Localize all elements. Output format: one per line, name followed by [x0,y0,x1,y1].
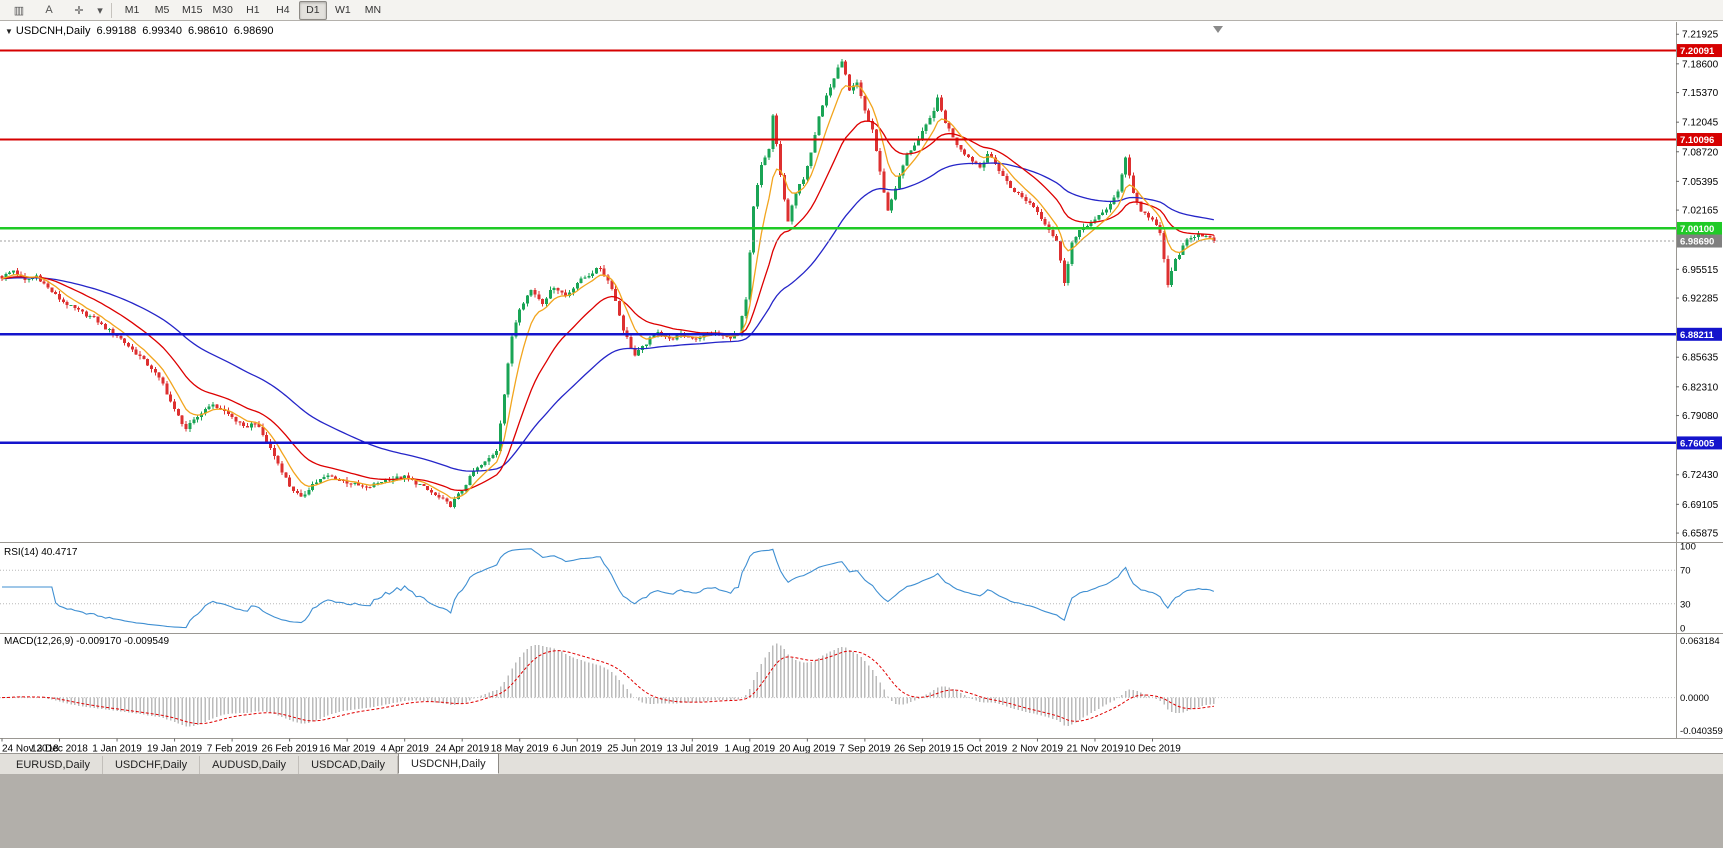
price-tick-label: 7.15370 [1682,88,1719,99]
date-tick-label: 26 Feb 2019 [262,744,319,754]
svg-text:6.88211: 6.88211 [1680,330,1715,341]
symbol-name: USDCNH,Daily [15,25,91,37]
toolbar-separator [111,2,112,18]
macd-indicator-label: MACD(12,26,9) -0.009170 -0.009549 [4,636,170,647]
price-tick-label: 6.92285 [1682,294,1719,305]
price-tick-label: 6.82310 [1682,382,1719,393]
close-value: 6.98690 [233,25,274,37]
price-tick-label: 6.65875 [1682,529,1719,540]
price-tick-label: 7.05395 [1682,177,1719,188]
ma-medium-line [1,120,1214,492]
timeframe-m1-button[interactable]: M1 [124,4,140,16]
current-price-badge: 6.98690 [1677,234,1722,248]
timeframe-h1-button[interactable]: H1 [246,4,260,16]
chart-region[interactable]: 100 70 30 0 0.063184 0.0000 -0.040359 7.21925 7.… [0,22,1723,753]
price-tick-label: 6.95515 [1682,265,1719,276]
svg-text:6.98690: 6.98690 [1680,237,1714,248]
date-tick-label: 13 Dec 2018 [31,744,88,754]
chart-tab-audusd[interactable]: AUDUSD,Daily [200,756,300,774]
chart-tab-usdcad[interactable]: USDCAD,Daily [299,756,399,774]
high-value: 6.99340 [142,25,183,37]
macd-scale-label: 0.063184 [1680,636,1720,647]
date-tick-label: 18 May 2019 [491,744,549,754]
price-tick-label: 6.69105 [1682,500,1719,511]
date-tick-label: 26 Sep 2019 [894,744,951,754]
text-annotation-icon[interactable]: A [45,4,53,16]
date-tick-label: 1 Aug 2019 [725,744,776,754]
price-tick-label: 7.12045 [1682,118,1719,129]
rsi-line [2,548,1215,629]
date-tick-label: 6 Jun 2019 [553,744,603,754]
timeframe-m5-button[interactable]: M5 [154,4,170,16]
date-tick-label: 7 Sep 2019 [839,744,891,754]
ma-slow-line [1,162,1214,472]
price-chart-canvas[interactable]: 100703000.0631840.0000-0.0403597.219257.… [0,22,1723,753]
timeframe-h4-button[interactable]: H4 [276,4,290,16]
support-badge-blue-1: 6.88211 [1677,327,1722,341]
rsi-scale-label: 0 [1680,624,1685,635]
date-tick-label: 2 Nov 2019 [1012,744,1064,754]
svg-text:7.20091: 7.20091 [1680,46,1715,57]
rsi-scale-label: 70 [1680,566,1691,577]
collapse-icon[interactable]: ▼ [5,27,13,36]
date-tick-label: 10 Dec 2019 [1124,744,1181,754]
macd-signal-line [1,650,1214,725]
date-tick-label: 25 Jun 2019 [607,744,662,754]
svg-text:6.76005: 6.76005 [1680,438,1715,449]
rsi-indicator-label: RSI(14) 40.4717 [4,547,78,558]
timeframe-m30-button[interactable]: M30 [212,4,233,16]
ohlc-info-line: ▼ USDCNH,Daily 6.99188 6.99340 6.98610 6.9869… [5,25,280,37]
date-tick-label: 20 Aug 2019 [779,744,836,754]
svg-text:7.10096: 7.10096 [1680,135,1714,146]
support-badge-blue-2: 6.76005 [1677,436,1722,450]
toolbar: ▥ A ✛ ▾ M1 M5 M15 M30 H1 H4 D1 W1 MN [0,0,1723,21]
resistance-badge-2: 7.10096 [1677,133,1722,147]
date-tick-label: 13 Jul 2019 [666,744,718,754]
date-tick-label: 1 Jan 2019 [92,744,142,754]
date-tick-label: 7 Feb 2019 [207,744,258,754]
svg-text:7.00100: 7.00100 [1680,224,1714,235]
price-tick-label: 6.79080 [1682,411,1719,422]
low-value: 6.98610 [188,25,228,37]
price-tick-label: 7.18600 [1682,59,1719,70]
open-value: 6.99188 [96,25,137,37]
macd-scale-label: 0.0000 [1680,693,1709,704]
date-tick-label: 21 Nov 2019 [1067,744,1124,754]
timeframe-d1-button[interactable]: D1 [298,0,327,20]
dropdown-caret-icon[interactable]: ▾ [97,4,103,17]
timeframe-m15-button[interactable]: M15 [182,4,203,16]
rsi-scale-label: 100 [1680,541,1696,552]
price-tick-label: 6.72430 [1682,470,1719,481]
resistance-badge-1: 7.20091 [1677,44,1722,58]
date-tick-label: 15 Oct 2019 [953,744,1008,754]
price-tick-label: 7.21925 [1682,30,1719,41]
chart-background[interactable] [0,22,1723,753]
date-tick-label: 24 Nov 2018 [2,744,59,754]
price-tick-label: 7.02165 [1682,206,1719,217]
crosshair-icon[interactable]: ✛ [74,4,84,17]
macd-scale-label: -0.040359 [1680,726,1723,737]
rsi-scale-label: 30 [1680,599,1691,610]
candles-layer[interactable] [0,58,1216,509]
status-area [0,774,1723,848]
support-badge-green: 7.00100 [1677,221,1722,235]
shift-marker-icon[interactable] [1213,26,1223,33]
chart-window-icon[interactable]: ▥ [13,4,25,17]
date-tick-label: 19 Jan 2019 [147,744,202,754]
price-scale[interactable]: 7.21925 7.18600 7.15370 7.12045 7.08720 7.053… [1676,30,1719,540]
chart-tab-usdchf[interactable]: USDCHF,Daily [102,756,201,774]
chart-tabs-bar: EURUSD,Daily USDCHF,Daily AUDUSD,Daily USDC… [0,753,1723,774]
timeframe-mn-button[interactable]: MN [364,4,382,16]
ma-fast-line [1,84,1214,499]
chart-tab-usdcnh[interactable]: USDCNH,Daily [398,753,499,774]
date-tick-label: 4 Apr 2019 [380,744,429,754]
price-tick-label: 7.08720 [1682,147,1719,158]
date-tick-label: 24 Apr 2019 [435,744,489,754]
price-tick-label: 6.85635 [1682,353,1719,364]
chart-tab-eurusd[interactable]: EURUSD,Daily [4,756,103,774]
date-tick-label: 16 Mar 2019 [319,744,376,754]
timeframe-w1-button[interactable]: W1 [335,4,351,16]
